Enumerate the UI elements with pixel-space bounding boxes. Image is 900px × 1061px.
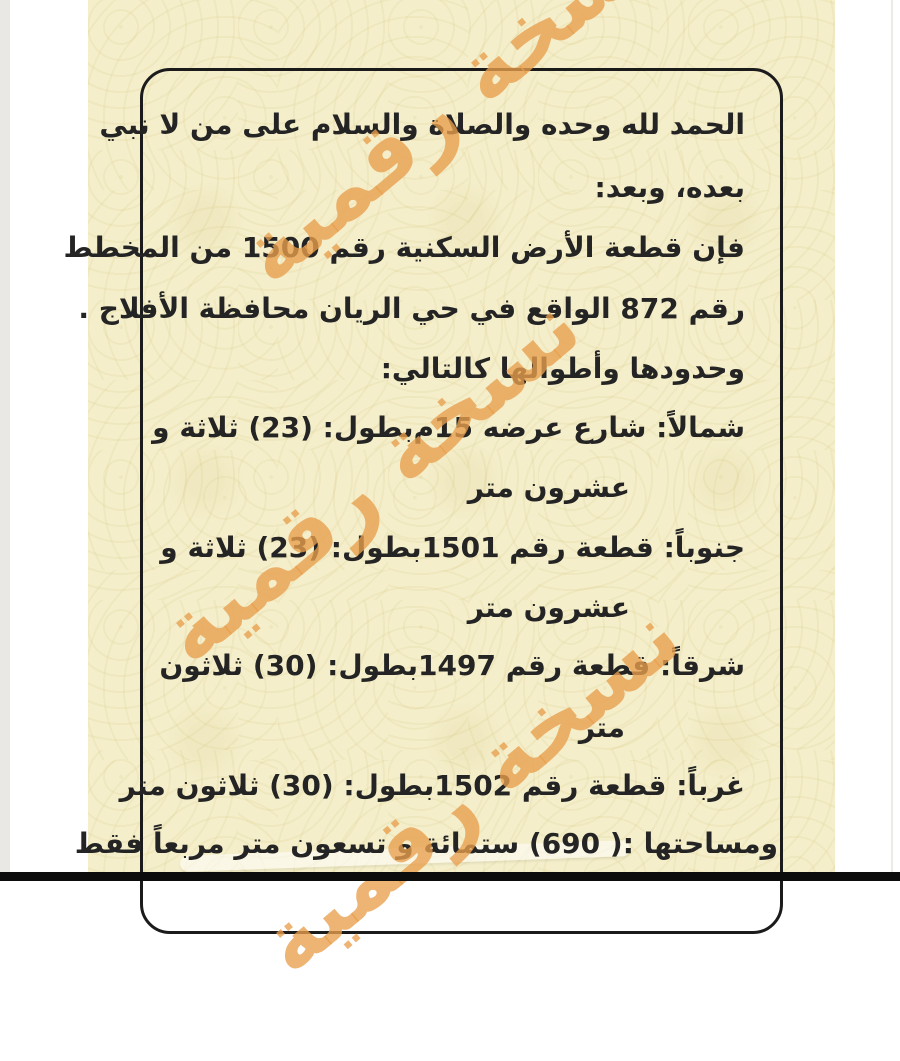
east-boundary-text: شرقاً: قطعة رقم 1497 [418, 649, 745, 682]
listing-photo-view: { "page": { "colors": { "paper": "#f4eec… [0, 0, 900, 994]
line-praise: الحمد لله وحده والصلاة والسلام على من لا… [99, 108, 745, 141]
document-paper [88, 0, 835, 872]
line-south-continuation: عشرون متر [467, 591, 630, 624]
row-south-boundary: جنوباً: قطعة رقم 1501 بطول: (23) ثلاثة و [160, 526, 745, 570]
row-north-boundary: شمالاً: شارع عرضه 15م بطول: (23) ثلاثة و [152, 406, 746, 450]
line-plan-location: رقم 872 الواقع في حي الريان محافظة الأفل… [78, 292, 745, 325]
south-boundary-text: جنوباً: قطعة رقم 1501 [421, 531, 745, 564]
left-edge-strip [0, 0, 10, 881]
line-praise-continuation: بعده، وبعد: [594, 171, 746, 204]
west-length-text: بطول: (30) ثلاثون متر [119, 769, 435, 802]
line-north-continuation: عشرون متر [467, 471, 630, 504]
bottom-black-bar [0, 872, 900, 881]
line-east-continuation: متر [578, 711, 625, 744]
line-area-total: ومساحتها :( 690) ستمائة و تسعون متر مربع… [74, 827, 778, 860]
west-boundary-text: غرباً: قطعة رقم 1502 [434, 769, 745, 802]
north-boundary-text: شمالاً: شارع عرضه 15م [413, 411, 746, 444]
south-length-text: بطول: (23) ثلاثة و [160, 531, 422, 564]
right-edge-strip [891, 0, 893, 881]
line-parcel-intro: فإن قطعة الأرض السكنية رقم 1500 من المخط… [63, 231, 745, 264]
east-length-text: بطول: (30) ثلاثون [159, 649, 419, 682]
deed-text-block: الحمد لله وحده والصلاة والسلام على من لا… [63, 0, 778, 872]
row-west-boundary: غرباً: قطعة رقم 1502 بطول: (30) ثلاثون م… [120, 764, 745, 808]
line-boundaries-heading: وحدودها وأطوالها كالتالي: [380, 352, 745, 385]
row-east-boundary: شرقاً: قطعة رقم 1497 بطول: (30) ثلاثون [159, 644, 745, 688]
north-length-text: بطول: (23) ثلاثة و [152, 411, 414, 444]
